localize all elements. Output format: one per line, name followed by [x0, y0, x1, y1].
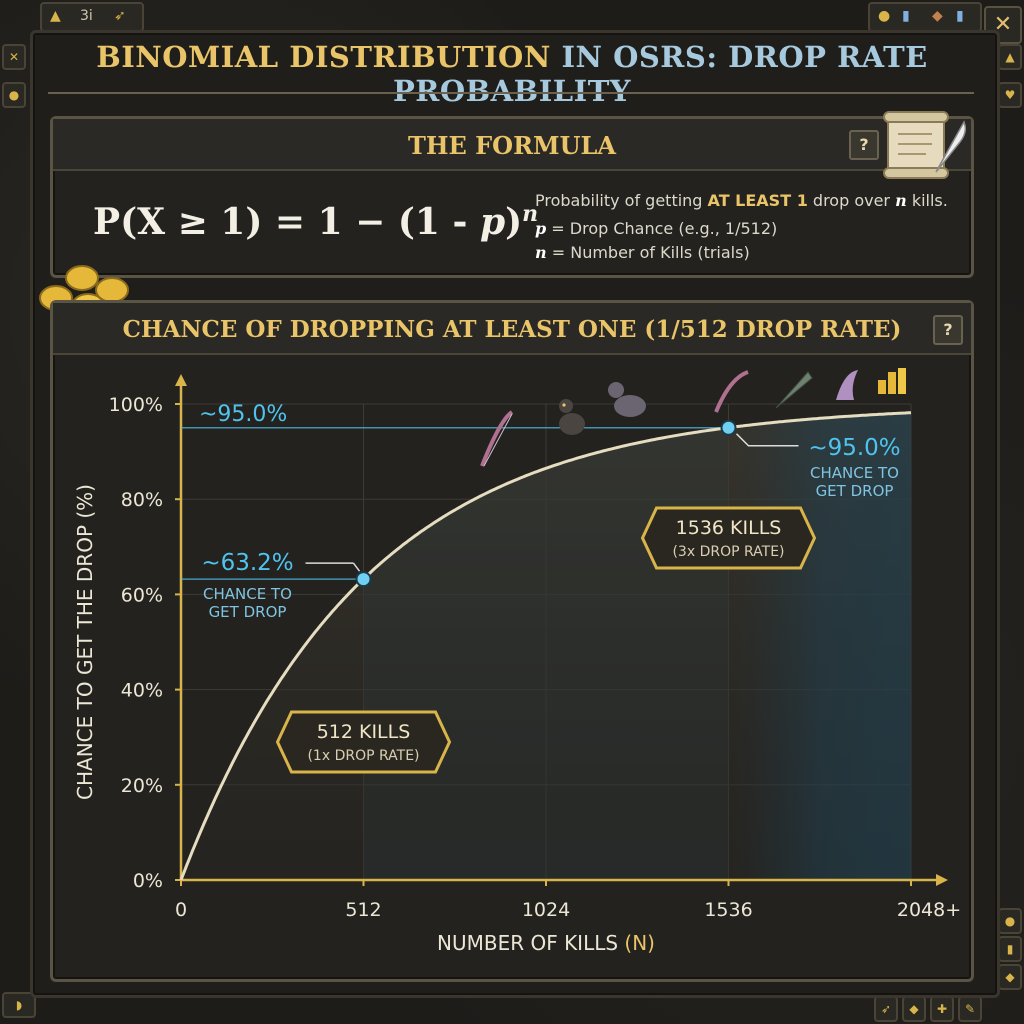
marker-512-value: ~63.2% [201, 550, 293, 576]
marker-point-1536 [720, 419, 737, 436]
chart-help-button[interactable]: ? [933, 315, 963, 345]
y-tick-label-100: 100% [109, 394, 163, 416]
x-axis-title-main: NUMBER OF KILLS [437, 931, 624, 955]
wrench-icon[interactable]: ✎ [958, 996, 982, 1022]
chart-marks [179, 411, 912, 881]
marker-512-leader-tip [352, 562, 361, 572]
armor-icon[interactable]: ✚ [930, 996, 954, 1022]
desc1-var: n [895, 191, 907, 210]
title-divider [48, 92, 974, 94]
marker-1536-value: ~95.0% [808, 435, 900, 461]
x-tick-label-1024: 1024 [522, 899, 570, 921]
desc1-post: kills. [906, 191, 948, 210]
marker-point-512 [355, 571, 372, 588]
formula-p: p [479, 201, 506, 243]
desc1-mid: drop over [807, 191, 896, 210]
y-tick-label-60: 60% [121, 584, 163, 606]
formula-desc-line1: Probability of getting AT LEAST 1 drop o… [535, 191, 948, 210]
sword-item-icon [775, 371, 813, 409]
kills-box-512 [275, 710, 452, 774]
x-tick-label-1536: 1536 [704, 899, 752, 921]
kills-box-1536-sub: (3x DROP RATE) [672, 544, 784, 560]
x-tick-label-0: 0 [175, 899, 187, 921]
desc1-pre: Probability of getting [535, 191, 708, 210]
formula-expression: P(X ≥ 1) = 1 − (1 - p)n [93, 201, 538, 243]
y-tick-label-20: 20% [121, 775, 163, 797]
formula-help-button[interactable]: ? [849, 130, 879, 160]
kills-box-512-title: 512 KILLS [317, 721, 411, 743]
bow-item-icon-2 [714, 370, 749, 413]
chart-panel-header: CHANCE OF DROPPING AT LEAST ONE (1/512 D… [53, 303, 971, 355]
marker-512-sub1: CHANCE TO [203, 585, 292, 603]
chart-axes [175, 374, 948, 886]
formula-desc-line3: n = Number of Kills (trials) [535, 243, 750, 262]
pouch-icon[interactable]: ◆ [932, 8, 943, 24]
y-axis-arrow [175, 374, 187, 386]
formula-exponent: n [522, 201, 539, 227]
desc2-var: p [535, 219, 547, 238]
desc3-text: = Number of Kills (trials) [546, 243, 750, 262]
formula-panel-title: THE FORMULA [407, 131, 617, 160]
y-tick-label-40: 40% [121, 680, 163, 702]
sword-icon[interactable]: ✕ [2, 44, 26, 70]
chart-labels: ~95.0% 0% 20% 40% 60% 80% 100% 0 512 1024 1536 2048… [73, 394, 961, 955]
bow-item-icon [480, 410, 514, 467]
x-axis-title-var: (N) [624, 931, 655, 955]
helmet-icon[interactable]: ◆ [902, 996, 926, 1022]
desc3-var: n [535, 243, 547, 262]
formula-left: P(X ≥ 1) = 1 − (1 - [93, 201, 480, 243]
formula-panel: THE FORMULA ? P(X ≥ 1) = 1 − (1 - p)n Pr… [50, 116, 974, 278]
bow-icon[interactable]: ➶ [114, 8, 126, 24]
bow-string [483, 413, 513, 467]
chart-areas [181, 412, 911, 880]
marker-1536-sub2: GET DROP [816, 482, 894, 500]
coin-icon[interactable]: ● [878, 8, 891, 24]
toolbar-text[interactable]: 3i [80, 8, 93, 24]
cloak-icon[interactable]: ◗ [2, 992, 36, 1018]
pouch-side-icon[interactable]: ● [2, 82, 26, 108]
kills-box-1536-title: 1536 KILLS [676, 517, 782, 539]
mid-region [363, 427, 729, 880]
kills-box-512-sub: (1x DROP RATE) [307, 748, 419, 764]
marker-512-sub2: GET DROP [209, 603, 287, 621]
x-axis-arrow [936, 874, 948, 886]
wizard-hat-icon[interactable]: ▲ [50, 8, 61, 24]
cat-pet-icon [559, 399, 585, 435]
probability-curve [179, 411, 912, 881]
page-title: BINOMIAL DISTRIBUTION IN OSRS: DROP RATE… [30, 40, 994, 108]
coin-side-icon[interactable]: ● [998, 908, 1022, 934]
stats-icon-2[interactable]: ▮ [956, 8, 964, 24]
pet-item-icon [836, 370, 858, 400]
reference-label: ~95.0% [199, 402, 287, 427]
close-button[interactable]: ✕ [984, 6, 1022, 44]
stats-icon[interactable]: ▮ [902, 8, 910, 24]
stats-side-icon[interactable]: ▮ [998, 936, 1022, 962]
item-icons [480, 368, 906, 467]
title-part-gold: BINOMIAL DISTRIBUTION [96, 40, 551, 74]
x-tick-label-512: 512 [345, 899, 381, 921]
chart-panel-title: CHANCE OF DROPPING AT LEAST ONE (1/512 D… [122, 316, 902, 343]
kills-box-1536 [640, 506, 817, 570]
gold-stack-icon [878, 368, 906, 394]
y-axis-title: CHANCE TO GET THE DROP (%) [73, 484, 97, 800]
title-part-blue: IN OSRS: DROP RATE PROBABILITY [393, 40, 928, 108]
scroll-quill-icon [883, 111, 967, 179]
formula-panel-header: THE FORMULA ? [53, 119, 971, 171]
y-tick-label-80: 80% [121, 489, 163, 511]
marker-1536-leader [735, 433, 799, 447]
y-tick-label-0: 0% [133, 870, 163, 892]
wolf-pet-icon [608, 382, 646, 417]
desc2-text: = Drop Chance (e.g., 1/512) [546, 219, 778, 238]
marker-1536-sub1: CHANCE TO [810, 464, 899, 482]
pouch-side-icon-2[interactable]: ◆ [998, 964, 1022, 990]
x-axis-title: NUMBER OF KILLS (N) [437, 931, 655, 955]
desc1-highlight: AT LEAST 1 [707, 191, 808, 210]
formula-close: ) [505, 201, 523, 243]
formula-desc-line2: p = Drop Chance (e.g., 1/512) [535, 219, 777, 238]
x-tick-label-2048: 2048+ [897, 899, 961, 921]
